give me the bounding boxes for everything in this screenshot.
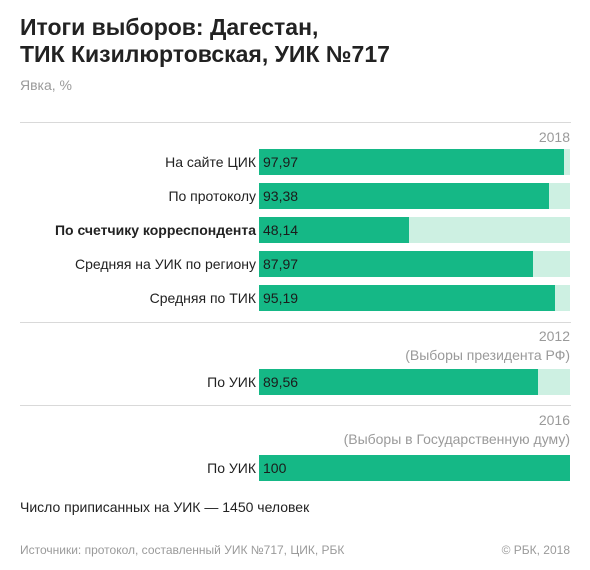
bar-value-label: 100: [263, 460, 287, 476]
group-caption: (Выборы в Государственную думу): [343, 431, 570, 447]
bar: [259, 217, 409, 243]
bar-track: 95,19: [259, 285, 570, 311]
group-year-label: 2018: [538, 129, 570, 145]
registered-voters-note: Число приписанных на УИК — 1450 человек: [20, 499, 310, 515]
bar: [259, 251, 533, 277]
bar-track: 93,38: [259, 183, 570, 209]
chart-subtitle: Явка, %: [20, 77, 72, 93]
bar-category-label: По УИК: [207, 374, 256, 390]
bar-category-label: Средняя на УИК по региону: [74, 256, 256, 272]
group-divider: [20, 322, 571, 323]
bar-value-label: 48,14: [263, 222, 299, 238]
bar-category-label: По УИК: [207, 460, 256, 476]
bar: [259, 183, 550, 209]
bar-track: 100: [259, 455, 570, 481]
bar-category-label: По протоколу: [168, 188, 256, 204]
chart-title: Итоги выборов: Дагестан, ТИК Кизилюртовс…: [20, 14, 580, 68]
bar-value-label: 89,56: [263, 374, 299, 390]
bar: [259, 149, 564, 175]
title-line-1: Итоги выборов: Дагестан,: [20, 14, 319, 40]
bar-track: 97,97: [259, 149, 570, 175]
group-divider: [20, 122, 571, 123]
group-year-label: 2012: [538, 328, 570, 344]
copyright: © РБК, 2018: [501, 543, 570, 557]
bar-track: 87,97: [259, 251, 570, 277]
bar-value-label: 93,38: [263, 188, 299, 204]
bar: [259, 285, 556, 311]
bar-value-label: 97,97: [263, 154, 299, 170]
bar-track: 89,56: [259, 369, 570, 395]
bar-category-label: На сайте ЦИК: [165, 154, 256, 170]
bar: [259, 369, 538, 395]
group-year-label: 2016: [538, 412, 570, 428]
group-caption: (Выборы президента РФ): [405, 347, 570, 363]
title-line-2: ТИК Кизилюртовская, УИК №717: [20, 41, 390, 67]
bar-value-label: 95,19: [263, 290, 299, 306]
bar-category-label: Средняя по ТИК: [149, 290, 256, 306]
bar-value-label: 87,97: [263, 256, 299, 272]
group-divider: [20, 405, 571, 406]
bar-category-label: По счетчику корреспондента: [54, 222, 256, 238]
bar-track: 48,14: [259, 217, 570, 243]
bar: [259, 455, 570, 481]
source-note: Источники: протокол, составленный УИК №7…: [20, 543, 345, 557]
